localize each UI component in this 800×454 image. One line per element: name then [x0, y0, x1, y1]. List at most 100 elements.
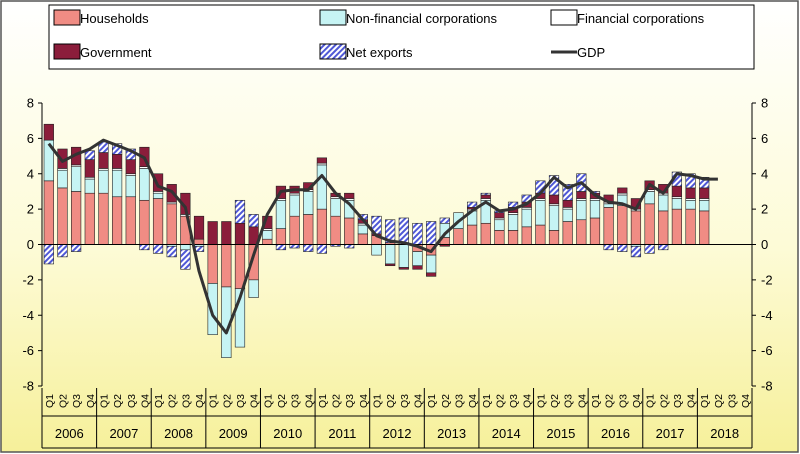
x-tick-label-quarter: Q1 [426, 394, 438, 408]
x-tick-label-quarter: Q2 [713, 394, 725, 408]
bar-non-financial-corporations-3 [84, 178, 95, 194]
x-tick-label-quarter: Q3 [508, 394, 520, 408]
x-tick-label-year: 2015 [546, 426, 575, 441]
x-tick-label-quarter: Q1 [44, 394, 56, 408]
bar-households-43 [630, 210, 642, 245]
x-tick-label-quarter: Q3 [290, 394, 302, 408]
bar-net-exports-27 [412, 222, 423, 245]
bar-non-financial-corporations-12 [207, 283, 218, 336]
bar-non-financial-corporations-24 [371, 244, 382, 256]
gdp-line-group [47, 138, 718, 335]
bar-non-financial-corporations-10 [180, 244, 191, 251]
x-tick-label-quarter: Q4 [303, 394, 315, 408]
bar-net-exports-45 [658, 244, 669, 251]
bar-net-exports-8 [152, 244, 164, 254]
legend-swatch-government [53, 43, 81, 60]
bar-non-financial-corporations-2 [71, 166, 82, 192]
bar-non-financial-corporations-40 [589, 199, 601, 219]
bar-households-16 [262, 238, 273, 245]
legend-label-households: Households [80, 11, 149, 26]
bar-non-financial-corporations-23 [357, 224, 368, 235]
x-tick-label-quarter: Q4 [686, 394, 698, 408]
bar-households-14 [234, 244, 246, 290]
y-tick-label-right: -6 [761, 343, 773, 358]
bar-non-financial-corporations-38 [562, 208, 573, 222]
bar-net-exports-2 [71, 244, 82, 252]
bar-non-financial-corporations-47 [685, 199, 696, 210]
legend-swatch-households [53, 9, 81, 26]
x-tick-label-quarter: Q4 [631, 394, 643, 408]
bar-households-1 [57, 187, 68, 245]
x-tick-label-quarter: Q4 [194, 394, 206, 408]
bar-net-exports-0 [43, 244, 54, 265]
y-tick-label-right: 0 [761, 237, 768, 252]
x-tick-label-year: 2010 [273, 426, 302, 441]
x-tick-label-quarter: Q4 [740, 394, 752, 408]
bar-households-47 [685, 208, 696, 245]
bar-households-44 [644, 203, 655, 245]
x-tick-label-quarter: Q3 [563, 394, 575, 408]
bar-households-21 [330, 215, 341, 245]
bar-non-financial-corporations-27 [412, 251, 423, 267]
gdp-line [47, 138, 718, 335]
bar-households-22 [344, 217, 355, 245]
x-tick-label-quarter: Q1 [645, 394, 657, 408]
bar-households-11 [193, 238, 205, 245]
bar-non-financial-corporations-46 [671, 198, 683, 210]
bar-households-34 [507, 230, 519, 245]
bar-non-financial-corporations-34 [507, 214, 519, 231]
bar-government-46 [671, 185, 683, 198]
x-tick-label-quarter: Q1 [98, 394, 110, 408]
y-tick-label-left: 2 [27, 202, 34, 217]
bar-government-25 [385, 263, 396, 267]
legend-label-net-exports: Net exports [346, 45, 413, 60]
x-tick-label-quarter: Q2 [167, 394, 179, 408]
x-tick-label-quarter: Q2 [276, 394, 288, 408]
bar-households-9 [166, 203, 177, 245]
bar-non-financial-corporations-20 [316, 164, 328, 210]
legend-swatch-net-exports [319, 43, 347, 60]
bar-households-35 [521, 226, 532, 245]
bar-non-financial-corporations-35 [521, 208, 532, 228]
bar-government-20 [316, 157, 328, 164]
bar-non-financial-corporations-25 [385, 244, 396, 265]
bar-net-exports-4 [98, 141, 109, 153]
bar-government-42 [617, 187, 628, 194]
bar-households-36 [535, 224, 546, 245]
bar-non-financial-corporations-4 [98, 169, 109, 194]
x-tick-label-quarter: Q2 [385, 394, 397, 408]
bar-net-exports-19 [303, 244, 314, 252]
bar-households-31 [466, 224, 478, 245]
bar-government-33 [494, 212, 505, 219]
bar-non-financial-corporations-45 [658, 194, 669, 212]
bar-government-37 [548, 194, 560, 205]
bar-households-13 [221, 244, 232, 288]
bar-government-3 [84, 159, 95, 178]
x-tick-label-quarter: Q3 [126, 394, 138, 408]
y-tick-label-right: 8 [761, 96, 768, 111]
legend-swatch-financial-corporations [550, 9, 578, 26]
bar-government-4 [98, 152, 109, 169]
x-tick-label-year: 2012 [383, 426, 412, 441]
legend-label-non-financial-corporations: Non-financial corporations [346, 11, 498, 26]
x-tick-label-quarter: Q2 [549, 394, 561, 408]
y-tick-label-left: -6 [22, 343, 34, 358]
bar-households-38 [562, 221, 573, 245]
bar-government-14 [234, 222, 246, 245]
x-tick-label-quarter: Q3 [453, 394, 465, 408]
bar-net-exports-48 [699, 176, 710, 189]
bar-government-39 [576, 191, 587, 199]
x-tick-label-quarter: Q1 [481, 394, 493, 408]
bar-non-financial-corporations-15 [248, 279, 259, 298]
bar-non-financial-corporations-6 [125, 175, 136, 198]
x-tick-label-year: 2008 [164, 426, 193, 441]
bar-non-financial-corporations-5 [111, 169, 123, 198]
bar-non-financial-corporations-16 [262, 230, 273, 240]
x-tick-label-quarter: Q4 [576, 394, 588, 408]
bar-net-exports-29 [439, 217, 450, 224]
legend: Households Non-financial corporations Fina… [48, 4, 755, 70]
bar-non-financial-corporations-36 [535, 199, 546, 226]
y-tick-label-left: -2 [22, 272, 34, 287]
x-tick-label-quarter: Q1 [699, 394, 711, 408]
